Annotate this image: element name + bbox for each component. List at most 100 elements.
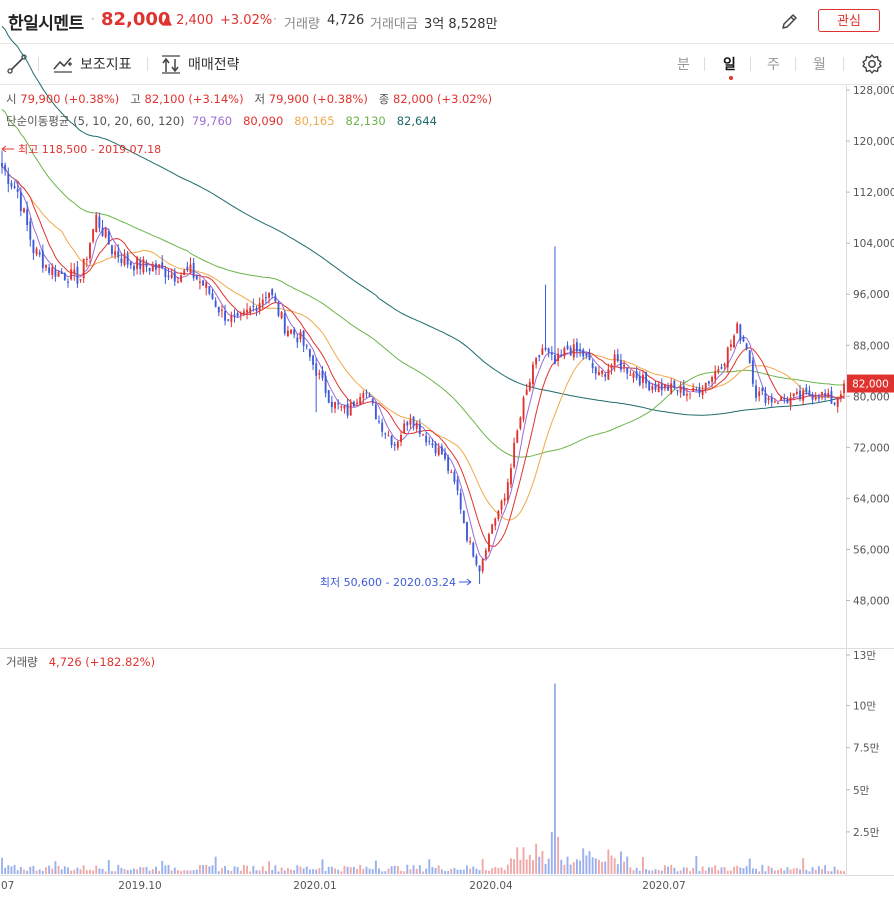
candle-body (736, 323, 739, 334)
candle-body (315, 363, 318, 376)
volume-bar (286, 868, 289, 874)
candle-body (151, 265, 154, 272)
candle-body (704, 383, 707, 389)
volume-bar (663, 865, 666, 874)
volume-bar (142, 867, 145, 874)
candle-body (95, 214, 98, 233)
candle-body (148, 267, 151, 271)
indicator-chart-icon[interactable] (52, 54, 74, 74)
candle-body (780, 396, 783, 401)
candle-body (29, 221, 32, 240)
volume-bar (133, 868, 135, 874)
candle-body (711, 377, 713, 382)
volume-bar (557, 836, 560, 874)
volume-bar (431, 867, 434, 874)
volume-bar (478, 869, 481, 874)
candle-body (619, 360, 622, 370)
volume-bar (230, 870, 233, 874)
candle-body (161, 262, 164, 268)
volume-bar (277, 871, 280, 874)
volume-bar (723, 867, 726, 874)
volume-bar (604, 861, 607, 874)
candle-body (566, 345, 569, 350)
favorite-button[interactable]: 관심 (818, 9, 880, 32)
volume-bar (547, 858, 550, 874)
candle-body (26, 209, 29, 225)
volume-bar (528, 854, 531, 874)
volume-bar (554, 683, 556, 874)
volume-bar (26, 870, 29, 874)
volume-bar (330, 866, 333, 874)
volume-bar (10, 866, 13, 874)
period-tab-week[interactable]: 주 (767, 57, 780, 73)
volume-bar (836, 869, 839, 874)
draw-line-icon[interactable] (7, 54, 27, 74)
volume-bar (525, 859, 528, 874)
candle-body (444, 452, 446, 459)
volume-bar (104, 871, 107, 874)
period-tab-day[interactable]: 일 (723, 57, 736, 73)
candle-body (123, 255, 126, 265)
volume-bar (657, 869, 660, 874)
volume-bar (777, 870, 779, 874)
volume-legend-label: 거래량 (6, 655, 38, 669)
volume-bar (41, 871, 44, 874)
volume-bar (48, 865, 51, 874)
edit-pencil-icon[interactable] (780, 11, 800, 31)
toolbar-divider (843, 57, 844, 71)
active-period-indicator (729, 76, 733, 80)
volume-bar (717, 870, 720, 874)
volume-bar (799, 869, 801, 874)
candle-body (821, 392, 823, 396)
volume-bar (7, 865, 10, 874)
volume-bar (164, 865, 167, 874)
volume-bar (682, 867, 685, 874)
indicator-menu-button[interactable]: 보조지표 (80, 57, 132, 73)
volume-bar (321, 859, 324, 874)
candle-body (456, 479, 459, 491)
candle-body (296, 337, 299, 343)
candle-body (522, 397, 525, 420)
candle-body (645, 371, 648, 384)
high-value: 82,100 (+3.14%) (144, 92, 244, 106)
period-tab-minute[interactable]: 분 (677, 57, 690, 73)
volume-bar (356, 869, 358, 874)
volume-bar (371, 869, 374, 874)
period-tab-month[interactable]: 월 (813, 57, 826, 73)
candle-body (585, 353, 588, 356)
volume-bar (255, 870, 258, 874)
candle-body (516, 430, 519, 443)
volume-bar (729, 870, 732, 874)
candle-body (626, 367, 629, 374)
candle-body (729, 344, 732, 347)
ma5-line (1, 166, 845, 561)
candle-body (789, 397, 792, 405)
candle-body (437, 447, 440, 455)
candle-body (32, 240, 35, 254)
volume-bar (839, 870, 842, 874)
trade-strategy-icon[interactable] (160, 54, 182, 74)
candle-body (92, 228, 95, 242)
volume-bar (92, 870, 95, 874)
price-tick-label: 96,000 (853, 289, 890, 301)
candle-body (321, 370, 324, 379)
volume-bar (607, 849, 610, 874)
volume-bar (817, 866, 820, 874)
candle-body (136, 257, 139, 269)
settings-gear-icon[interactable] (861, 53, 883, 75)
strategy-menu-button[interactable]: 매매전략 (188, 57, 240, 73)
volume-bar (82, 865, 85, 874)
candle-body (258, 303, 261, 311)
candle-body (155, 263, 157, 270)
volume-bar (786, 867, 789, 874)
volume-bar (437, 865, 440, 874)
candle-body (70, 269, 73, 280)
volume-bar (456, 869, 459, 874)
volume-bar (111, 871, 113, 874)
candle-body (422, 434, 424, 436)
candle-body (390, 435, 393, 445)
volume-bar (374, 860, 377, 874)
candle-body (220, 309, 223, 311)
candle-body (547, 348, 550, 353)
